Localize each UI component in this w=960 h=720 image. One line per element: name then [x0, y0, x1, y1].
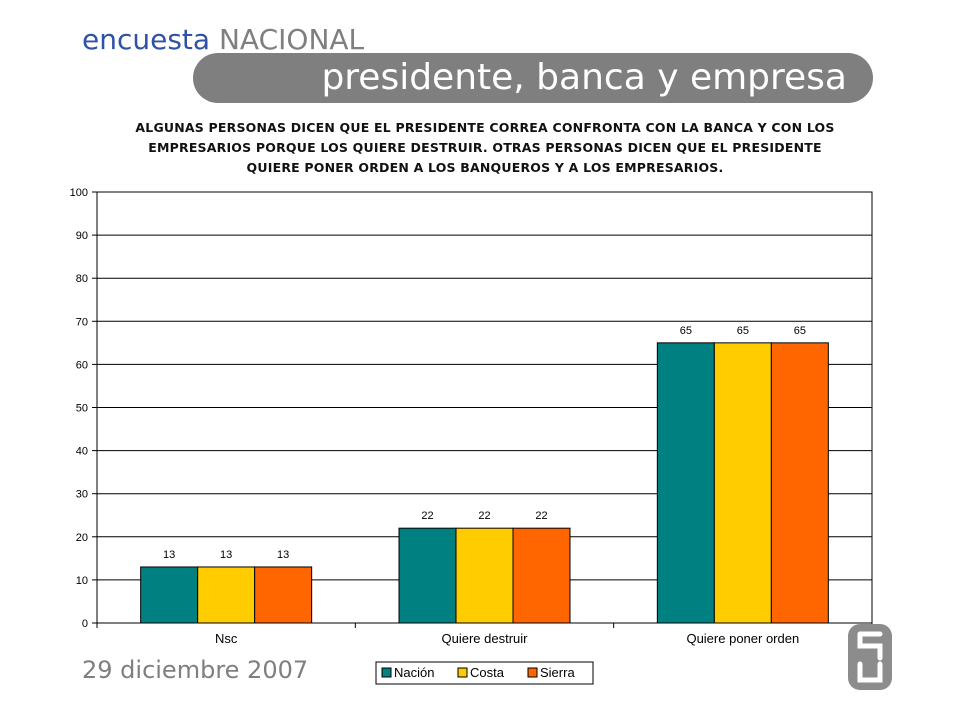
y-tick-label: 30 [76, 489, 88, 501]
legend-label: Nación [394, 665, 434, 680]
legend-swatch [381, 667, 392, 678]
company-logo-icon [848, 624, 892, 694]
bar [455, 527, 514, 624]
x-tick-label: Quiere poner orden [686, 631, 799, 646]
bar [254, 566, 313, 624]
y-tick-label: 40 [76, 446, 88, 458]
legend-swatch [457, 667, 468, 678]
question-line-3: QUIERE PONER ORDEN A LOS BANQUEROS Y A L… [246, 160, 724, 175]
legend-box [375, 661, 594, 685]
y-tick-label: 90 [76, 230, 88, 242]
x-tick-label: Quiere destruir [442, 631, 529, 646]
question-line-2: EMPRESARIOS PORQUE LOS QUIERE DESTRUIR. … [148, 140, 822, 155]
legend-label: Costa [470, 665, 505, 680]
bar [512, 527, 571, 624]
y-tick-label: 80 [76, 273, 88, 285]
y-tick-label: 50 [76, 403, 88, 415]
question-line-1: ALGUNAS PERSONAS DICEN QUE EL PRESIDENTE… [135, 120, 835, 135]
data-label: 22 [535, 510, 547, 522]
y-tick-label: 0 [82, 618, 88, 630]
y-tick-label: 100 [70, 187, 88, 199]
legend-label: Sierra [540, 665, 575, 680]
bar [398, 527, 457, 624]
bar [656, 342, 715, 624]
data-label: 13 [163, 549, 175, 561]
footer-date: 29 diciembre 2007 [82, 656, 309, 684]
survey-question: ALGUNAS PERSONAS DICEN QUE EL PRESIDENTE… [60, 118, 910, 178]
bar [770, 342, 829, 624]
page-title: presidente, banca y empresa [321, 57, 847, 98]
legend-swatch [527, 667, 538, 678]
title-banner: presidente, banca y empresa [193, 53, 873, 103]
data-label: 65 [794, 325, 806, 337]
y-tick-label: 10 [76, 575, 88, 587]
data-label: 22 [421, 510, 433, 522]
y-tick-label: 60 [76, 359, 88, 371]
data-label: 65 [680, 325, 692, 337]
bar [140, 566, 199, 624]
y-tick-label: 70 [76, 316, 88, 328]
bar [713, 342, 772, 624]
data-label: 13 [277, 549, 289, 561]
data-label: 65 [737, 325, 749, 337]
x-tick-label: Nsc [215, 631, 238, 646]
bar [197, 566, 256, 624]
brand-word-encuesta: encuesta [82, 23, 211, 56]
data-label: 22 [478, 510, 490, 522]
data-label: 13 [220, 549, 232, 561]
y-tick-label: 20 [76, 532, 88, 544]
brand-word-nacional: NACIONAL [218, 23, 365, 56]
brand-header: encuesta NACIONAL [82, 22, 364, 58]
